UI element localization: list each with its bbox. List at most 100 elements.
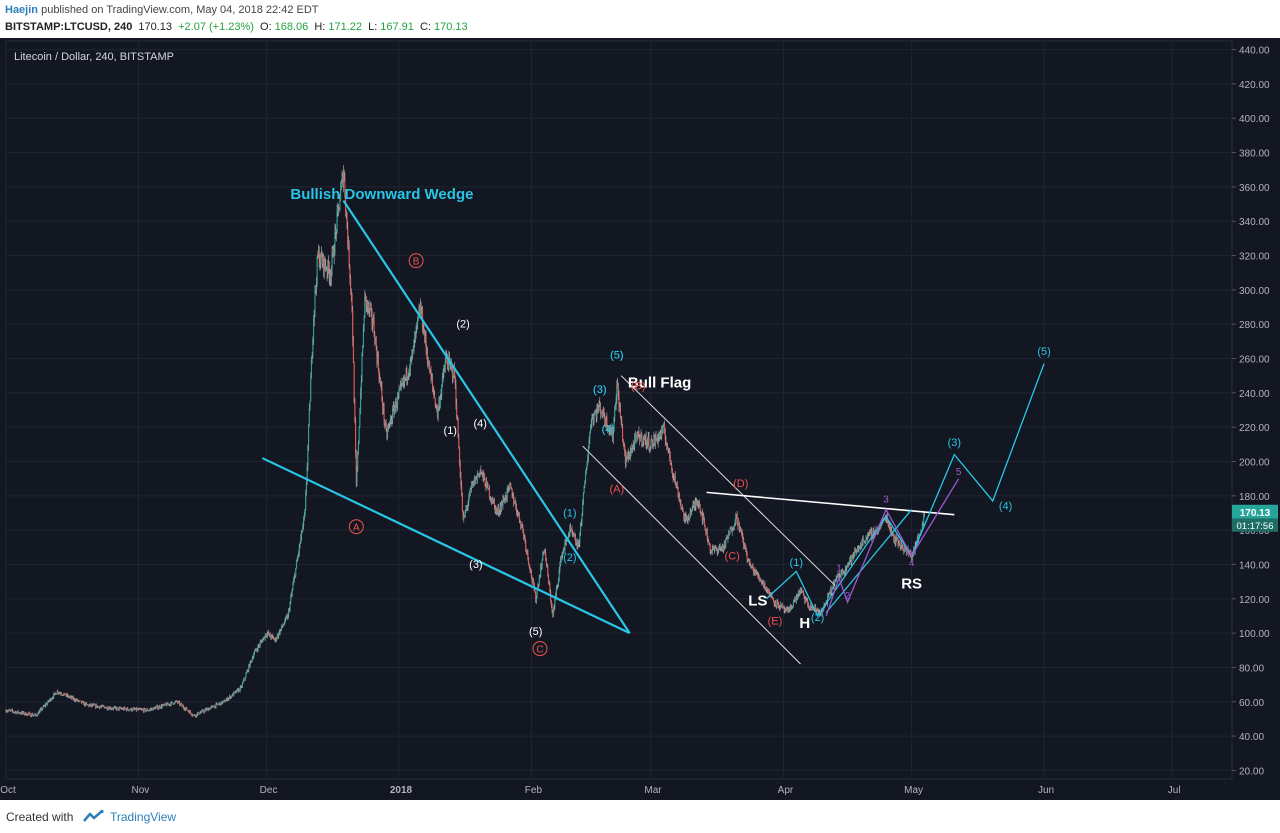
candle-body bbox=[804, 598, 807, 602]
candle-body bbox=[333, 252, 335, 257]
candle-body bbox=[500, 503, 503, 511]
candle-body bbox=[127, 709, 130, 711]
cyan-wave-label: (1) bbox=[790, 557, 803, 569]
candle-body bbox=[44, 705, 46, 706]
candle-body bbox=[424, 330, 426, 340]
candle-body bbox=[887, 520, 889, 525]
candle-body bbox=[63, 693, 65, 694]
candle-body bbox=[130, 708, 132, 711]
candle-body bbox=[388, 424, 390, 427]
author-link[interactable]: Haejin bbox=[5, 4, 39, 16]
candle-body bbox=[523, 536, 525, 538]
candle-body bbox=[844, 569, 847, 572]
candle-body bbox=[558, 569, 560, 580]
candle-body bbox=[26, 713, 28, 716]
white-wave-label: (3) bbox=[593, 384, 606, 396]
candle-body bbox=[829, 588, 832, 594]
candle-body bbox=[237, 689, 239, 692]
y-tick-label: 100.00 bbox=[1239, 629, 1270, 640]
candle-body bbox=[646, 440, 649, 443]
candle-body bbox=[651, 439, 653, 442]
candle-body bbox=[735, 514, 737, 524]
candle-body bbox=[713, 547, 715, 549]
candle-body bbox=[386, 430, 388, 436]
candle-body bbox=[639, 437, 641, 442]
candle-body bbox=[828, 592, 830, 595]
last-price-box bbox=[1232, 504, 1278, 519]
candle-body bbox=[678, 496, 680, 498]
wedge-lower-line bbox=[261, 457, 631, 635]
candle-body bbox=[163, 704, 165, 706]
candle-body bbox=[806, 600, 808, 602]
candle-body bbox=[559, 564, 561, 570]
candle-body bbox=[811, 607, 813, 610]
publish-line: Haejin published on TradingView.com, May… bbox=[5, 4, 319, 16]
price-chart[interactable]: Bullish Downward Wedge Bull Flag (1) (2) (3)… bbox=[0, 38, 1280, 800]
candle-body bbox=[387, 426, 389, 430]
candle-body bbox=[629, 455, 631, 459]
candle-body bbox=[428, 362, 430, 365]
red-wave-label: (C) bbox=[725, 550, 740, 562]
candle-body bbox=[305, 481, 308, 494]
candle-body bbox=[551, 605, 553, 613]
candle-body bbox=[174, 701, 177, 703]
candle-body bbox=[90, 704, 93, 706]
candle-body bbox=[789, 605, 791, 611]
candle-body bbox=[661, 428, 664, 433]
candle-body bbox=[793, 600, 795, 603]
candle-body bbox=[485, 481, 488, 489]
candle-body bbox=[513, 502, 515, 504]
candle-body bbox=[440, 394, 442, 397]
candle-body bbox=[86, 703, 88, 705]
candle-body bbox=[608, 429, 610, 432]
candle-body bbox=[305, 493, 307, 510]
candle-body bbox=[673, 477, 675, 479]
candle-body bbox=[822, 608, 824, 610]
candle-body bbox=[283, 624, 285, 626]
candle-body bbox=[739, 528, 741, 531]
candle-body bbox=[820, 610, 822, 614]
candle-body bbox=[105, 707, 107, 709]
candle-body bbox=[202, 710, 204, 712]
candle-body bbox=[908, 554, 911, 555]
candle-body bbox=[536, 589, 538, 597]
candle-body bbox=[740, 529, 743, 532]
candle-body bbox=[765, 588, 767, 590]
candle-body bbox=[447, 364, 449, 369]
candle-body bbox=[532, 580, 534, 582]
candle-body bbox=[181, 705, 184, 707]
candle-body bbox=[762, 582, 764, 584]
candle-body bbox=[609, 429, 611, 432]
candle-body bbox=[504, 495, 506, 503]
candle-body bbox=[683, 511, 685, 520]
candle-body bbox=[365, 296, 367, 307]
candle-body bbox=[28, 713, 30, 714]
candle-body bbox=[772, 597, 774, 600]
candle-body bbox=[737, 523, 739, 526]
candle-body bbox=[624, 445, 626, 452]
candle-body bbox=[699, 504, 701, 513]
candle-body bbox=[147, 710, 149, 712]
candle-body bbox=[518, 512, 520, 514]
candle-body bbox=[150, 708, 152, 710]
candle-body bbox=[525, 549, 528, 552]
candle-body bbox=[87, 704, 89, 706]
candle-body bbox=[377, 356, 379, 370]
last-price-text: 170.13 bbox=[138, 21, 173, 33]
candle-body bbox=[115, 707, 117, 710]
candle-body bbox=[14, 711, 16, 713]
candle-body bbox=[676, 484, 678, 489]
candle-body bbox=[849, 556, 851, 560]
tradingview-link[interactable]: TradingView bbox=[110, 810, 177, 824]
candle-body bbox=[16, 712, 18, 714]
candle-body bbox=[96, 705, 98, 708]
candle-body bbox=[261, 640, 263, 642]
candle-body bbox=[532, 580, 535, 585]
candle-body bbox=[242, 681, 244, 684]
candle-body bbox=[327, 260, 329, 274]
x-tick-label: Oct bbox=[0, 785, 16, 796]
candle-body bbox=[671, 469, 673, 474]
candle-body bbox=[383, 406, 385, 421]
candle-body bbox=[55, 693, 57, 695]
candle-body bbox=[704, 525, 706, 531]
